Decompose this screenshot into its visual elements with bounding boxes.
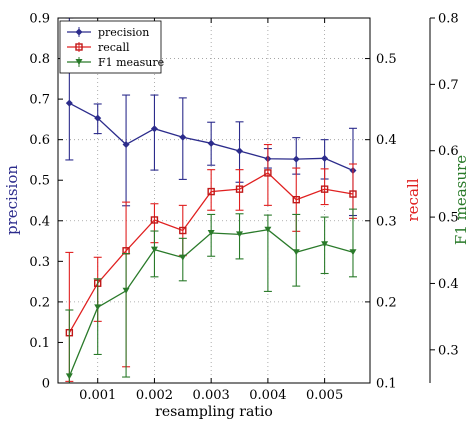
legend: precision recall F1 measure: [59, 20, 164, 74]
point-2-1: [94, 304, 102, 311]
precision-tick-label-8: 0.8: [29, 52, 50, 67]
point-0-9: [321, 154, 329, 162]
legend-entry-f1: F1 measure: [67, 56, 164, 69]
precision-tick-label-1: 0.1: [29, 336, 50, 351]
legend-entry-recall: recall: [67, 41, 130, 54]
point-0-5: [207, 139, 215, 147]
legend-label-recall: recall: [98, 41, 130, 54]
f1-tick-label-4: 0.7: [438, 78, 459, 93]
legend-marker-recall: [75, 43, 83, 51]
point-0-3: [150, 125, 158, 133]
precision-tick-label-7: 0.7: [29, 93, 50, 108]
ticks-layer: 0.001 0.002 0.003 0.004 0.005 0 0.1 0.2 0.3 0.4 0.…: [29, 12, 458, 404]
point-2-7: [264, 226, 272, 233]
precision-tick-label-4: 0.4: [29, 214, 50, 229]
precision-tick-label-5: 0.5: [29, 174, 50, 189]
point-2-6: [236, 231, 244, 238]
legend-entry-precision: precision: [67, 26, 149, 39]
point-2-2: [122, 287, 130, 294]
point-2-5: [207, 230, 215, 237]
x-tick-label-1: 0.002: [136, 388, 173, 403]
point-2-3: [150, 246, 158, 253]
point-1-6: [235, 185, 244, 193]
legend-label-precision: precision: [98, 26, 149, 39]
x-tick-label-3: 0.004: [249, 388, 286, 403]
precision-tick-label-6: 0.6: [29, 133, 50, 148]
x-tick-label-2: 0.003: [193, 388, 230, 403]
point-1-3: [150, 216, 159, 224]
x-tick-label-0: 0.001: [79, 388, 116, 403]
point-2-0: [65, 373, 73, 380]
plot-area: [58, 18, 370, 383]
f1-tick-label-0: 0.3: [438, 343, 459, 358]
point-0-6: [236, 147, 244, 155]
f1-axis-label: F1 measure: [452, 155, 470, 245]
point-1-9: [320, 185, 329, 193]
point-0-2: [122, 141, 130, 149]
point-1-4: [179, 226, 187, 235]
point-2-4: [179, 254, 187, 261]
recall-tick-label-1: 0.2: [376, 295, 397, 310]
point-0-0: [65, 99, 73, 107]
x-axis-label: resampling ratio: [155, 404, 273, 420]
point-2-9: [321, 241, 329, 248]
f1-tick-label-1: 0.4: [438, 277, 459, 292]
precision-tick-label-3: 0.3: [29, 255, 50, 270]
point-2-8: [292, 249, 300, 256]
recall-tick-label-4: 0.5: [376, 52, 397, 67]
point-2-10: [349, 249, 357, 256]
point-1-5: [207, 187, 215, 196]
series-line-1: [68, 172, 354, 334]
f1-tick-label-3: 0.6: [438, 144, 459, 159]
legend-marker-f1: [75, 59, 83, 65]
point-1-10: [349, 190, 357, 198]
point-1-7: [264, 169, 272, 177]
f1-tick-label-2: 0.5: [438, 211, 459, 226]
recall-tick-label-3: 0.4: [376, 133, 397, 148]
precision-tick-label-2: 0.2: [29, 295, 50, 310]
recall-axis-label: recall: [404, 178, 422, 221]
legend-marker-precision: [75, 28, 83, 36]
plot-frame: [57, 17, 371, 384]
x-tick-label-4: 0.005: [306, 388, 343, 403]
recall-tick-label-0: 0.1: [376, 377, 397, 392]
f1-tick-label-5: 0.8: [438, 12, 459, 27]
grid-layer: [58, 18, 370, 383]
point-0-4: [179, 133, 187, 141]
series-2: [65, 208, 357, 383]
point-1-8: [292, 195, 300, 204]
precision-axis-label: precision: [3, 165, 21, 235]
precision-tick-label-9: 0.9: [29, 12, 50, 27]
recall-tick-label-2: 0.3: [376, 214, 397, 229]
point-0-8: [292, 155, 300, 163]
legend-label-f1: F1 measure: [98, 56, 164, 69]
precision-tick-label-0: 0: [42, 377, 50, 392]
point-0-1: [94, 114, 102, 122]
